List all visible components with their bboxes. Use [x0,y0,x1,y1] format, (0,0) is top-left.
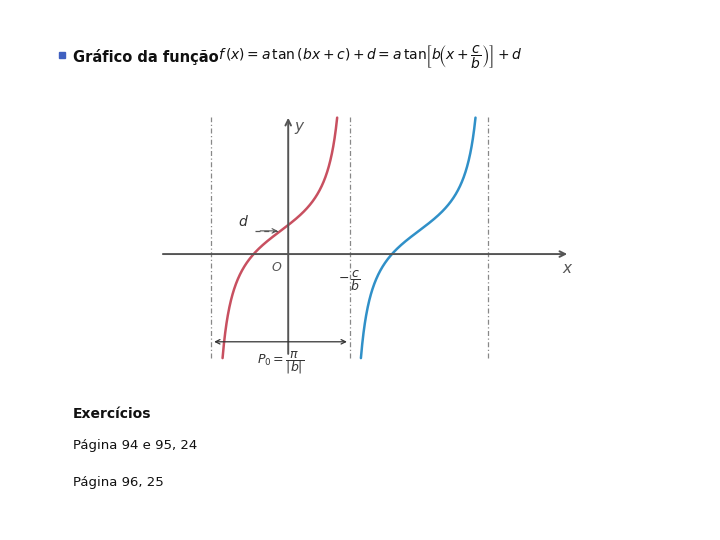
Text: $f\,(x) = a\,\mathrm{tan}\,(bx+c) + d = a\,\mathrm{tan}\left[b\!\left(x+\dfrac{c: $f\,(x) = a\,\mathrm{tan}\,(bx+c) + d = … [218,43,523,71]
Text: $P_0 = \dfrac{\pi}{|b|}$: $P_0 = \dfrac{\pi}{|b|}$ [257,349,304,376]
Text: $x$: $x$ [562,261,573,276]
Text: $O$: $O$ [271,261,283,274]
Text: Exercícios: Exercícios [73,407,151,421]
Text: Página 96, 25: Página 96, 25 [73,476,163,489]
Text: Página 94 e 95, 24: Página 94 e 95, 24 [73,440,197,453]
Text: $d$: $d$ [238,214,248,229]
Text: Gráfico da função: Gráfico da função [73,49,219,65]
Text: $y$: $y$ [294,120,306,136]
Text: $-\,\dfrac{c}{b}$: $-\,\dfrac{c}{b}$ [338,268,361,293]
